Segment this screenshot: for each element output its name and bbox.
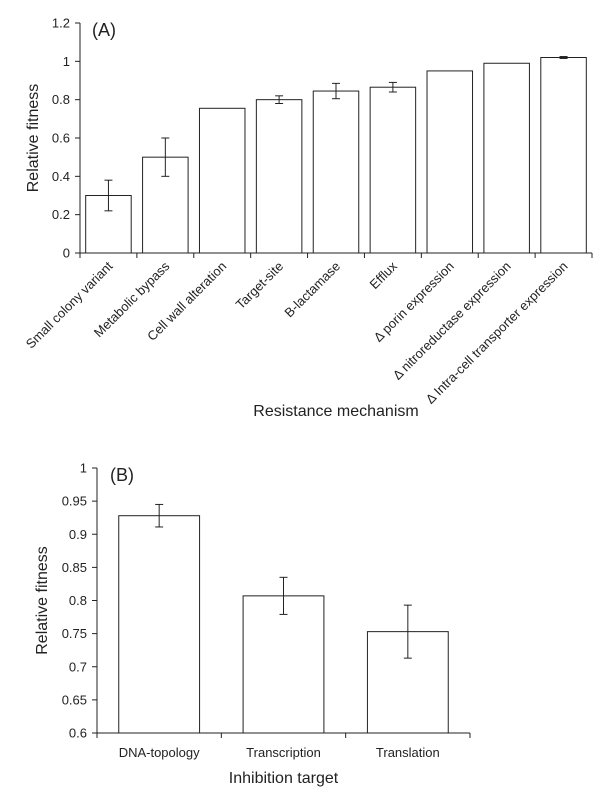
x-category-label: Translation bbox=[376, 745, 440, 760]
x-category-label: B-lactamase bbox=[281, 259, 343, 321]
panel-label: (B) bbox=[110, 465, 134, 485]
bar bbox=[255, 99, 303, 254]
y-tick-label: 0.95 bbox=[62, 494, 87, 509]
bar bbox=[118, 515, 201, 734]
y-tick-label: 0.8 bbox=[69, 593, 87, 608]
y-tick-label: 0.6 bbox=[69, 726, 87, 741]
bar bbox=[483, 62, 530, 254]
x-category-label: DNA-topology bbox=[119, 745, 200, 760]
y-tick-label: 0.2 bbox=[52, 207, 70, 222]
x-axis-title: Resistance mechanism bbox=[253, 403, 418, 420]
x-category-label: Transcription bbox=[246, 745, 321, 760]
x-category-label: Efflux bbox=[367, 258, 401, 292]
x-category-label: Target-site bbox=[233, 259, 287, 313]
y-axis-title: Relative fitness bbox=[34, 546, 51, 655]
bar bbox=[426, 70, 474, 254]
panel-label: (A) bbox=[92, 20, 116, 40]
y-tick-label: 0.9 bbox=[69, 527, 87, 542]
bar bbox=[198, 107, 246, 254]
y-tick-label: 1.2 bbox=[52, 16, 70, 31]
y-tick-label: 0.65 bbox=[62, 692, 87, 707]
chart-panel-b: 0.6 0.65 0.7 0.75 0.8 0.85 0.9 0.95 1 DNA-topolog… bbox=[34, 461, 471, 787]
y-tick-label: 0.8 bbox=[52, 92, 70, 107]
x-axis-title: Inhibition target bbox=[229, 770, 339, 787]
bar bbox=[369, 86, 417, 254]
y-axis-title: Relative fitness bbox=[25, 84, 42, 193]
bar bbox=[312, 90, 360, 254]
bar bbox=[540, 57, 587, 254]
y-tick-label: 0.7 bbox=[69, 659, 87, 674]
y-tick-label: 0.85 bbox=[62, 560, 87, 575]
bar bbox=[242, 595, 325, 734]
y-tick-label: 1 bbox=[63, 54, 70, 69]
y-tick-label: 0.6 bbox=[52, 131, 70, 146]
x-category-label: Δ nitroreductase expression bbox=[390, 259, 514, 383]
y-tick-label: 1 bbox=[80, 461, 87, 476]
y-tick-label: 0.4 bbox=[52, 169, 70, 184]
y-tick-label: 0 bbox=[63, 246, 70, 261]
y-tick-label: 0.75 bbox=[62, 626, 87, 641]
